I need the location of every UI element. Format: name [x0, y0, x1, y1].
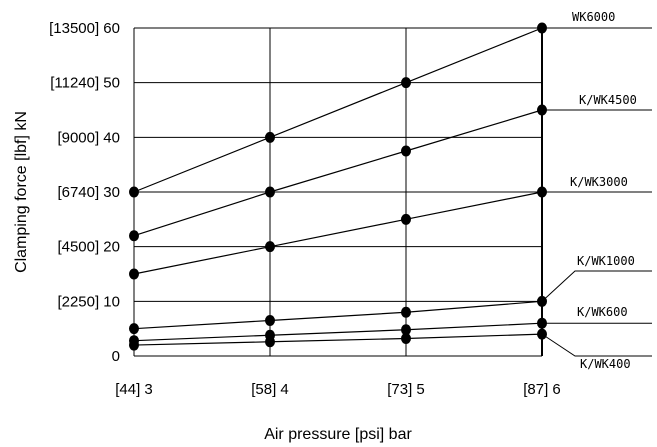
series-labels: WK6000 K/WK4500 K/WK3000 K/WK1000 K/WK600 K/W… [541, 10, 652, 371]
series-lines [129, 22, 547, 351]
series-line [133, 333, 543, 346]
data-point [129, 268, 139, 280]
y-tick-label: [4500] 20 [57, 239, 120, 256]
y-tick-label: [13500] 60 [49, 20, 120, 37]
y-tick-label: 0 [112, 348, 120, 365]
data-point [401, 333, 411, 345]
series-leader-line [541, 333, 652, 357]
x-axis-ticks: [44] 3 [58] 4 [73] 5 [87] 6 [115, 381, 561, 398]
data-point [129, 323, 139, 335]
data-point [265, 186, 275, 198]
series-label: WK6000 [572, 10, 615, 24]
series-label: K/WK3000 [570, 175, 628, 189]
series-line [133, 322, 543, 342]
x-axis-title: Air pressure [psi] bar [264, 426, 412, 443]
x-tick-label: [58] 4 [251, 381, 289, 398]
data-point [401, 324, 411, 336]
y-tick-label: [6740] 30 [57, 184, 120, 201]
series-label: K/WK4500 [579, 93, 637, 107]
series-line [133, 109, 543, 237]
x-tick-label: [44] 3 [115, 381, 153, 398]
y-axis-ticks: 0 [2250] 10 [4500] 20 [6740] 30 [9000] 40 [11… [49, 20, 120, 365]
series-label: K/WK400 [580, 357, 631, 371]
series-label: K/WK600 [577, 305, 628, 319]
data-point [265, 336, 275, 348]
series-line [133, 27, 543, 193]
data-point [401, 77, 411, 89]
data-point [129, 339, 139, 351]
data-point [401, 213, 411, 225]
data-point [129, 186, 139, 198]
y-axis-title: Clamping force [lbf] kN [13, 111, 30, 273]
data-point [265, 241, 275, 253]
x-tick-label: [73] 5 [387, 381, 425, 398]
series-line [133, 191, 543, 275]
y-tick-label: [9000] 40 [57, 129, 120, 146]
data-point [401, 145, 411, 157]
y-tick-label: [11240] 50 [50, 75, 120, 92]
data-point [265, 131, 275, 143]
x-tick-label: [87] 6 [523, 381, 561, 398]
y-tick-label: [2250] 10 [57, 293, 120, 310]
series-line [133, 300, 543, 330]
data-point [129, 230, 139, 242]
series-label: K/WK1000 [577, 254, 635, 268]
series-leader-line [541, 270, 652, 302]
data-point [401, 306, 411, 318]
data-point [265, 314, 275, 326]
